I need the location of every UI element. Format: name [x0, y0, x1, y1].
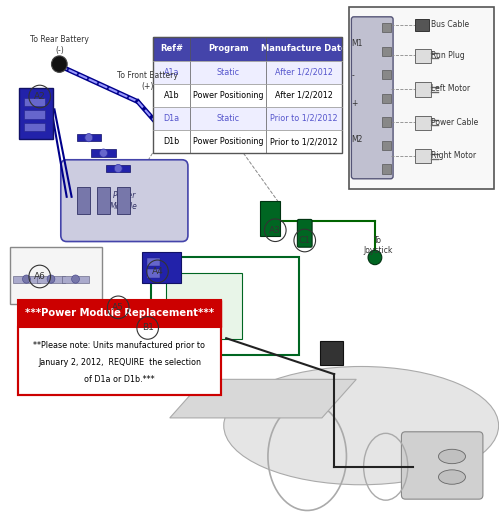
Bar — [76, 134, 101, 141]
Text: of D1a or D1b.***: of D1a or D1b.*** — [84, 375, 155, 384]
Circle shape — [114, 164, 122, 173]
Bar — [37, 276, 64, 283]
Text: Run Plug: Run Plug — [432, 51, 465, 60]
Text: January 2, 2012,  REQUIRE  the selection: January 2, 2012, REQUIRE the selection — [38, 358, 201, 367]
FancyBboxPatch shape — [414, 149, 432, 163]
Bar — [12, 276, 40, 283]
Text: Power Cable: Power Cable — [432, 118, 478, 127]
Text: To
Joystick: To Joystick — [364, 236, 393, 255]
Bar — [152, 60, 342, 84]
FancyBboxPatch shape — [19, 88, 53, 139]
Polygon shape — [170, 379, 356, 418]
FancyBboxPatch shape — [352, 17, 393, 179]
Text: Ref#: Ref# — [160, 44, 183, 53]
Text: -: - — [352, 71, 354, 81]
Bar — [18, 300, 222, 395]
Circle shape — [22, 275, 30, 283]
FancyBboxPatch shape — [414, 49, 432, 63]
FancyBboxPatch shape — [260, 201, 280, 236]
Text: Power
Module: Power Module — [110, 191, 138, 210]
Bar — [152, 37, 342, 153]
Text: After 1/2/2012: After 1/2/2012 — [275, 91, 332, 100]
Text: Bus Cable: Bus Cable — [432, 20, 470, 29]
Bar — [415, 19, 429, 31]
Circle shape — [72, 275, 80, 283]
Circle shape — [100, 149, 108, 157]
Bar — [24, 123, 44, 131]
Text: +: + — [352, 99, 358, 108]
Circle shape — [47, 275, 55, 283]
Ellipse shape — [224, 367, 498, 485]
Text: ***Power Module Replacement***: ***Power Module Replacement*** — [25, 308, 214, 318]
Circle shape — [161, 129, 173, 143]
Text: Static: Static — [216, 114, 240, 123]
Circle shape — [368, 250, 382, 265]
Bar — [382, 141, 391, 150]
Bar — [382, 94, 391, 103]
Ellipse shape — [438, 449, 466, 464]
Bar — [152, 107, 342, 130]
Circle shape — [85, 133, 92, 142]
FancyBboxPatch shape — [414, 115, 432, 130]
Text: A1b: A1b — [164, 91, 180, 100]
Bar — [146, 258, 160, 266]
Text: Prior to 1/2/2012: Prior to 1/2/2012 — [270, 114, 338, 123]
Text: To Rear Battery
(-): To Rear Battery (-) — [30, 35, 89, 55]
Bar — [152, 37, 342, 60]
Text: A4: A4 — [152, 267, 164, 276]
Text: Left Motor: Left Motor — [432, 84, 470, 93]
Bar — [24, 98, 44, 107]
Bar — [18, 300, 222, 327]
Bar — [146, 269, 160, 278]
Text: Power Positioning: Power Positioning — [193, 137, 264, 146]
Text: M1: M1 — [352, 39, 362, 48]
Bar — [78, 187, 90, 214]
Text: A3: A3 — [270, 226, 281, 235]
Text: Program: Program — [208, 44, 248, 53]
Bar — [382, 164, 391, 174]
Bar — [349, 7, 494, 189]
FancyBboxPatch shape — [10, 247, 102, 304]
Bar — [152, 130, 342, 153]
Bar — [382, 70, 391, 80]
FancyBboxPatch shape — [142, 252, 180, 283]
FancyBboxPatch shape — [298, 219, 312, 247]
FancyBboxPatch shape — [402, 432, 483, 499]
Text: D1a: D1a — [164, 114, 180, 123]
Text: Right Motor: Right Motor — [432, 151, 476, 160]
FancyBboxPatch shape — [61, 160, 188, 241]
FancyBboxPatch shape — [414, 82, 432, 97]
Circle shape — [52, 56, 67, 72]
Text: D1b: D1b — [164, 137, 180, 146]
Bar — [382, 117, 391, 127]
Text: Static: Static — [216, 68, 240, 77]
Text: Prior to 1/2/2012: Prior to 1/2/2012 — [270, 137, 338, 146]
Text: B1: B1 — [142, 324, 154, 332]
Bar — [91, 149, 116, 157]
FancyBboxPatch shape — [166, 273, 242, 339]
Text: M2: M2 — [352, 135, 362, 144]
Text: A5: A5 — [112, 303, 124, 312]
Bar — [152, 84, 342, 107]
Text: To Front Battery
(+): To Front Battery (+) — [117, 71, 178, 91]
Bar — [18, 327, 222, 395]
Text: **Please note: Units manufactured prior to: **Please note: Units manufactured prior … — [34, 341, 206, 351]
Bar — [97, 187, 110, 214]
Text: Manufacture Date: Manufacture Date — [261, 44, 346, 53]
Bar — [382, 23, 391, 32]
Bar — [24, 111, 44, 118]
FancyBboxPatch shape — [122, 299, 144, 317]
FancyBboxPatch shape — [320, 341, 342, 365]
Bar — [382, 47, 391, 56]
Text: Power Positioning: Power Positioning — [193, 91, 264, 100]
Bar — [62, 276, 90, 283]
Bar — [117, 187, 130, 214]
Text: A6: A6 — [34, 272, 46, 281]
Text: A2: A2 — [34, 92, 46, 101]
Ellipse shape — [438, 470, 466, 484]
Text: After 1/2/2012: After 1/2/2012 — [275, 68, 332, 77]
Text: C1: C1 — [298, 236, 310, 245]
Text: A1a: A1a — [164, 68, 179, 77]
Bar — [106, 165, 130, 172]
